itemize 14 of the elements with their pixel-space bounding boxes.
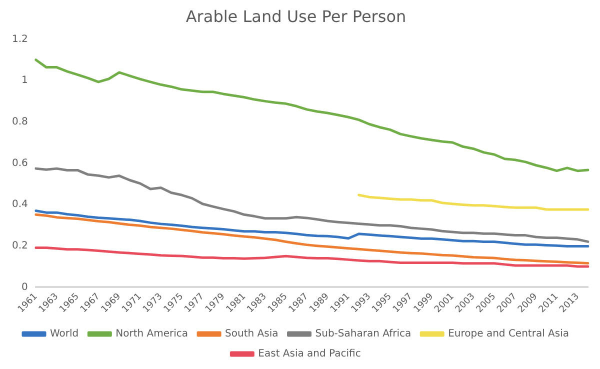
legend-label: Europe and Central Asia <box>448 328 570 340</box>
y-tick-label: 0.6 <box>12 158 28 169</box>
legend-label: World <box>50 328 79 340</box>
y-tick-label: 0.8 <box>12 116 28 128</box>
y-tick-label: 0.2 <box>12 240 28 252</box>
legend-label: Sub-Saharan Africa <box>315 328 412 340</box>
y-tick-label: 0.4 <box>12 199 28 210</box>
y-tick-label: 1 <box>22 75 28 86</box>
legend-label: East Asia and Pacific <box>258 348 361 360</box>
legend-label: North America <box>116 328 188 340</box>
y-tick-label: 0 <box>22 282 28 293</box>
y-tick-label: 1.2 <box>12 34 28 45</box>
chart-title: Arable Land Use Per Person <box>186 6 406 26</box>
legend-label: South Asia <box>225 328 278 340</box>
